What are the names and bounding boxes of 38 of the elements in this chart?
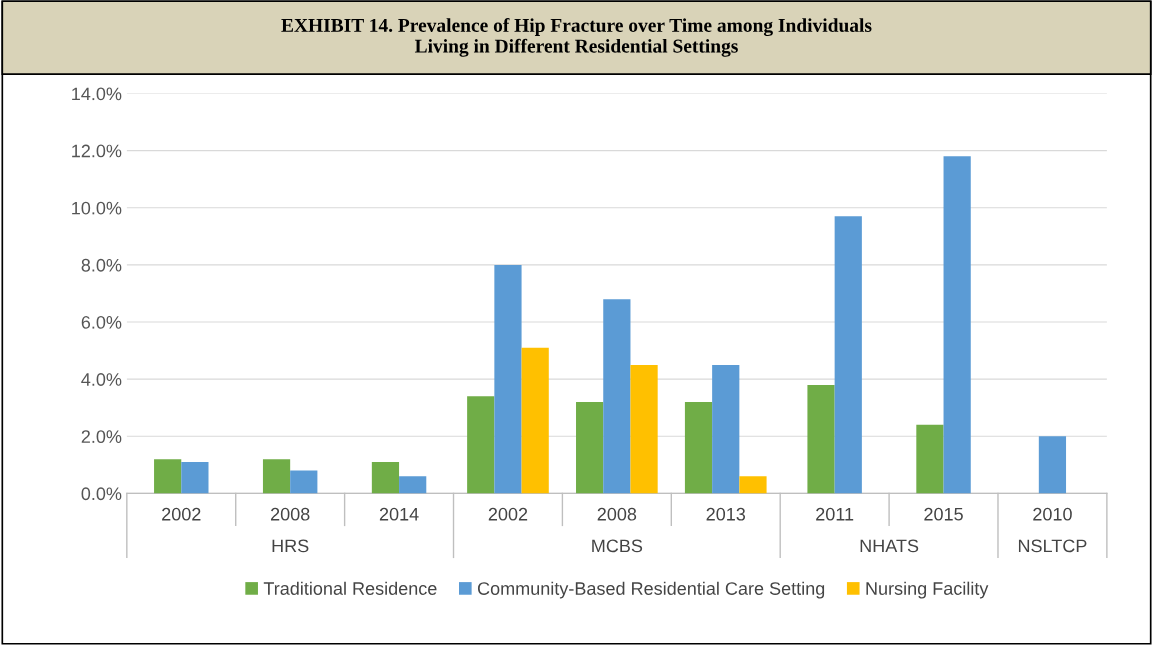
bar — [807, 384, 835, 494]
x-tick-label: 2014 — [379, 507, 419, 521]
x-tick-label: 2008 — [271, 507, 310, 521]
x-tick-label: 2008 — [597, 507, 637, 521]
y-tick-label: 8.0% — [81, 258, 122, 272]
bar — [154, 459, 182, 494]
y-tick-label: 14.0% — [72, 87, 122, 101]
text: HRS — [272, 539, 309, 553]
y-tick-label: 10.0% — [72, 201, 122, 215]
bar — [262, 459, 291, 494]
legend-label: Nursing Facility — [866, 581, 989, 599]
x-tick-label: 2013 — [706, 507, 746, 521]
bar — [943, 156, 971, 494]
bar — [371, 462, 400, 494]
legend-label: Traditional Residence — [263, 581, 437, 595]
chart-title: EXHIBIT 14. Prevalence of Hip Fracture over Time among Individuals Living in Different Residential Settings — [281, 18, 872, 57]
y-tick-label: 4.0% — [81, 373, 122, 386]
bar — [521, 347, 549, 494]
x-tick-label: 2010 — [1033, 507, 1072, 521]
bar — [399, 476, 427, 494]
y-tick-label: 6.0% — [81, 315, 122, 329]
text: NHATS — [860, 539, 919, 553]
bar — [916, 424, 944, 494]
y-tick-label: 12.0% — [72, 144, 122, 158]
bar — [181, 462, 209, 494]
x-tick-label: 2015 — [924, 507, 963, 521]
y-tick-label: 2.0% — [81, 430, 122, 444]
text: MCBS — [592, 539, 643, 553]
bar — [834, 216, 862, 494]
text: NSLTCP — [1018, 539, 1087, 553]
x-tick-label: 2011 — [816, 507, 854, 521]
x-tick-label: 2002 — [488, 507, 528, 521]
bar — [630, 364, 658, 494]
x-tick-label: 2002 — [162, 507, 201, 521]
legend-label: Community-Based Residential Care Setting — [477, 581, 825, 599]
y-tick-label: 0.0% — [81, 487, 122, 501]
bar — [290, 470, 318, 494]
bar — [739, 476, 767, 494]
